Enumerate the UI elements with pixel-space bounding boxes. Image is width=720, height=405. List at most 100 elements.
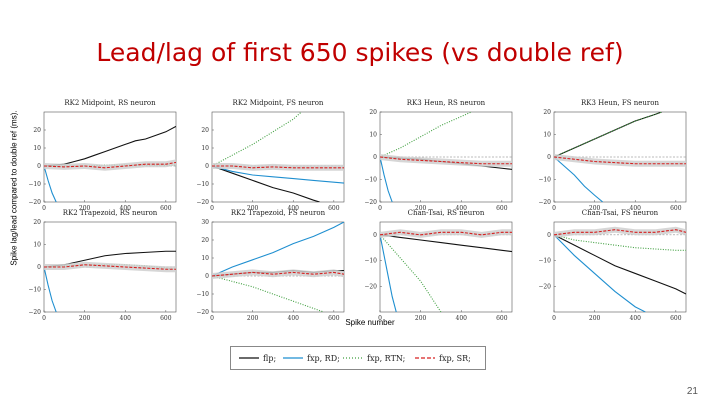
- series-line-fxp-rtn: [380, 112, 472, 158]
- chart-title: RK2 Trapezoid, FS neuron: [231, 209, 326, 217]
- series-line-fxp-sr: [44, 264, 176, 270]
- x-tick-label: 400: [630, 205, 642, 212]
- x-tick-label: 400: [630, 315, 642, 322]
- y-tick-label: −20: [28, 199, 41, 206]
- y-tick-label: −10: [28, 181, 41, 188]
- x-tick-label: 400: [456, 205, 468, 212]
- x-tick-label: 400: [288, 315, 300, 322]
- y-tick-label: 0: [547, 154, 551, 161]
- y-axis-label-text: Spike lag/lead compared to double ref (m…: [9, 110, 19, 266]
- series-line-fxp-rd: [44, 266, 57, 312]
- plot-frame: [43, 111, 177, 203]
- y-tick-label: 10: [201, 145, 209, 152]
- series-line-fxp-rd: [380, 234, 397, 312]
- y-tick-label: −20: [196, 309, 209, 316]
- x-tick-label: 0: [378, 315, 382, 322]
- chart-title: RK2 Midpoint, FS neuron: [233, 99, 324, 107]
- series-line-fxp-sr: [380, 231, 512, 236]
- series-line-fxp-rd: [554, 156, 604, 202]
- x-tick-label: 600: [160, 315, 172, 322]
- x-tick-label: 0: [552, 205, 556, 212]
- series-line-fxp-sr: [554, 229, 686, 236]
- y-tick-label: −20: [538, 283, 551, 290]
- x-tick-label: 0: [210, 315, 214, 322]
- y-tick-label: 0: [373, 232, 377, 239]
- x-tick-label: 200: [589, 315, 601, 322]
- y-tick-label: −20: [538, 199, 551, 206]
- series-band-fxp-sr: [212, 269, 344, 279]
- series-group: [44, 250, 176, 312]
- chart-panel-rk3-heun-rs: RK3 Heun, RS neuron 20 10 0 −10 −20 0 200 400 600: [356, 96, 516, 214]
- series-line-fxp-rd: [380, 156, 393, 202]
- chart-panel-chan-tsai-rs: Chan-Tsai, RS neuron 0 −10 −20 0 200 400 600: [356, 206, 516, 324]
- x-tick-label: 600: [496, 315, 508, 322]
- series-line-fxp-rd: [212, 222, 344, 277]
- chart-title: Chan-Tsai, RS neuron: [408, 209, 485, 217]
- x-tick-label: 0: [378, 205, 382, 212]
- series-band-fxp-sr: [554, 226, 686, 238]
- y-tick-label: −10: [28, 287, 41, 294]
- x-tick-label: 400: [456, 315, 468, 322]
- y-tick-label: 10: [369, 132, 377, 139]
- legend-label: flp;: [263, 354, 276, 363]
- y-tick-label: 20: [33, 127, 41, 134]
- legend-label: fxp, SR;: [439, 354, 471, 363]
- chart-title: RK3 Heun, RS neuron: [407, 99, 486, 107]
- y-tick-label: −10: [196, 181, 209, 188]
- x-tick-label: 200: [247, 205, 259, 212]
- plot-frame: [553, 221, 687, 313]
- x-tick-label: 400: [288, 205, 300, 212]
- series-group: [44, 125, 176, 202]
- chart-panel-rk2-midpoint-fs: RK2 Midpoint, FS neuron 20 10 0 −10 −20 0 200 40…: [188, 96, 348, 214]
- y-tick-label: 0: [547, 232, 551, 239]
- series-line-fxp-sr: [212, 165, 344, 169]
- series-line-fxp-rtn: [212, 112, 302, 167]
- series-line-fxp-sr: [554, 156, 686, 165]
- y-tick-label: 0: [205, 273, 209, 280]
- y-tick-label: 10: [543, 132, 551, 139]
- series-band-fxp-sr: [380, 229, 512, 238]
- series-band-fxp-sr: [44, 159, 176, 171]
- y-tick-label: 0: [37, 264, 41, 271]
- y-tick-label: 0: [37, 163, 41, 170]
- x-tick-label: 600: [160, 205, 172, 212]
- series-group: [212, 222, 344, 312]
- slide-title: Lead/lag of first 650 spikes (vs double …: [96, 38, 624, 67]
- series-line-fxp-sr: [212, 271, 344, 277]
- y-tick-label: −10: [364, 177, 377, 184]
- legend-label: fxp, RD;: [307, 354, 340, 363]
- x-tick-label: 600: [670, 205, 682, 212]
- chart-title: RK2 Trapezoid, RS neuron: [63, 209, 158, 217]
- y-tick-label: 20: [201, 127, 209, 134]
- chart-panel-rk3-heun-fs: RK3 Heun, FS neuron 20 10 0 −10 −20 0 200 400 600: [530, 96, 690, 214]
- x-tick-label: 0: [42, 315, 46, 322]
- chart-panel-rk2-trapezoid-rs: RK2 Trapezoid, RS neuron 20 10 0 −10 −20 0 200 4…: [20, 206, 180, 324]
- series-line-flp: [44, 125, 176, 167]
- chart-svg: Chan-Tsai, FS neuron 0 −10 −20 0 200 400 600: [538, 209, 687, 322]
- plot-frame: [211, 111, 345, 203]
- series-group: [554, 226, 686, 312]
- y-tick-label: 20: [543, 109, 551, 116]
- y-tick-label: −20: [364, 199, 377, 206]
- chart-panel-chan-tsai-fs: Chan-Tsai, FS neuron 0 −10 −20 0 200 400 600: [530, 206, 690, 324]
- x-tick-label: 0: [210, 205, 214, 212]
- plot-frame: [211, 221, 345, 313]
- y-tick-label: 30: [201, 219, 209, 226]
- series-line-flp: [554, 234, 686, 295]
- y-tick-label: 20: [369, 109, 377, 116]
- y-tick-label: −20: [364, 283, 377, 290]
- series-group: [380, 112, 512, 202]
- chart-svg: Chan-Tsai, RS neuron 0 −10 −20 0 200 400 600: [364, 209, 513, 322]
- series-group: [380, 229, 512, 312]
- x-tick-label: 400: [120, 315, 132, 322]
- x-tick-label: 200: [79, 315, 91, 322]
- chart-title: Chan-Tsai, FS neuron: [582, 209, 659, 217]
- chart-title: RK2 Midpoint, RS neuron: [64, 99, 156, 107]
- y-tick-label: −10: [196, 291, 209, 298]
- series-line-fxp-sr: [44, 161, 176, 169]
- y-tick-label: −10: [538, 258, 551, 265]
